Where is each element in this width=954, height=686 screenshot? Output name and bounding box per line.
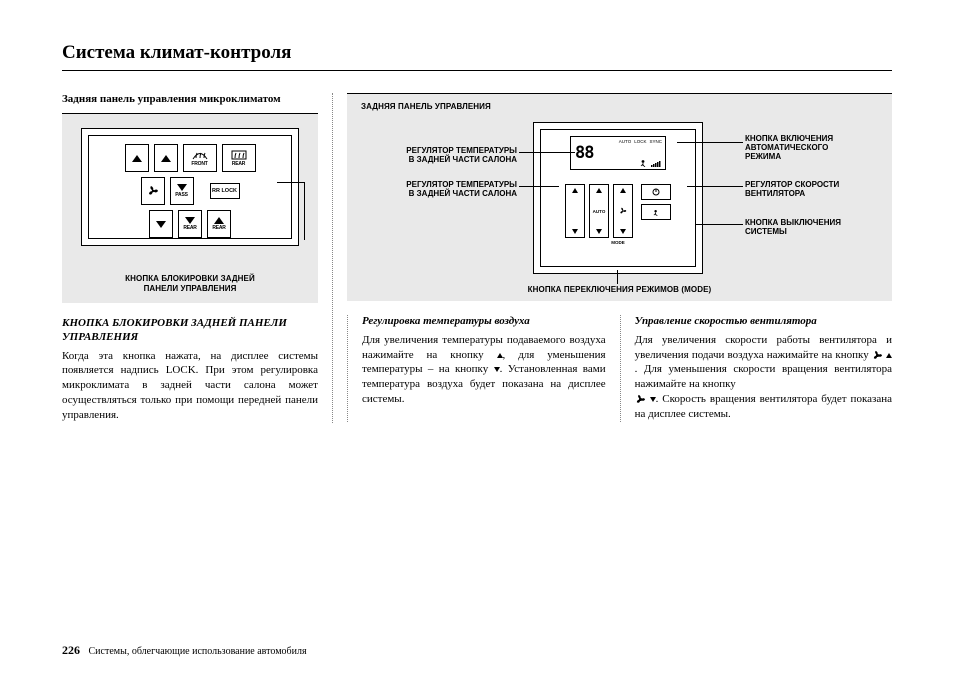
left-heading: Задняя панель управления микроклиматом [62,93,318,105]
btn-fan [141,177,165,205]
front-panel-device: FRONT REAR PASS [81,128,299,246]
rocker-fan [613,184,633,238]
callout-fan-speed: РЕГУЛЯТОР СКОРОСТИ ВЕНТИЛЯТОРА [745,180,875,198]
col-b-title: Регулировка температуры воздуха [362,315,606,329]
callout-off: КНОПКА ВЫКЛЮЧЕНИЯ СИСТЕМЫ [745,218,875,236]
fan-icon [635,394,646,405]
btn-off [641,184,671,200]
page-number: 226 [62,643,80,657]
fig-right-title: ЗАДНЯЯ ПАНЕЛЬ УПРАВЛЕНИЯ [361,102,491,112]
left-column: Задняя панель управления микроклиматом F… [62,93,332,423]
rocker-temp [565,184,585,238]
left-body: Когда эта кнопка нажата, на дисплее сис­… [62,349,318,423]
fig-left-caption: КНОПКА БЛОКИРОВКИ ЗАДНЕЙ ПАНЕЛИ УПРАВЛЕН… [70,274,310,293]
col-temp: Регулировка температуры воздуха Для увел… [347,315,620,422]
btn-down-rear: REAR [178,210,202,238]
right-area: ЗАДНЯЯ ПАНЕЛЬ УПРАВЛЕНИЯ 88 AUTO LOCK SY… [332,93,892,423]
btn-up-rear: REAR [207,210,231,238]
col-c-title: Управление скоростью вентилятора [635,315,892,329]
figure-left: FRONT REAR PASS [62,113,318,303]
figure-right: ЗАДНЯЯ ПАНЕЛЬ УПРАВЛЕНИЯ 88 AUTO LOCK SY… [347,93,892,301]
fan-icon [872,350,883,361]
page-title: Система климат-контроля [62,42,892,71]
fig-right-bottom-caption: КНОПКА ПЕРЕКЛЮЧЕНИЯ РЕЖИМОВ (MODE) [347,285,892,295]
btn-defrost-rear: REAR [222,144,256,172]
page-footer: 226 Системы, облегчающие использование а… [62,643,307,658]
btn-rr-lock: RR LOCK [210,183,240,199]
btn-defrost-front: FRONT [183,144,217,172]
lcd-display: 88 AUTO LOCK SYNC [570,136,666,170]
col-fan: Управление скоростью вентилятора Для уве… [620,315,892,422]
col-c-body: Для увеличения скорости работы вентилято… [635,333,892,422]
left-section-title: КНОПКА БЛОКИРОВКИ ЗАДНЕЙ ПАНЕЛИ УПРАВЛЕН… [62,317,318,345]
btn-down [149,210,173,238]
btn-down-pass: PASS [170,177,194,205]
rocker-auto: AUTO [589,184,609,238]
btn-mode [641,204,671,220]
btn-up [154,144,178,172]
btn-up [125,144,149,172]
col-b-body: Для увеличения температуры подаваемого в… [362,333,606,407]
callout-auto-on: КНОПКА ВКЛЮЧЕНИЯ АВТОМАТИЧЕСКОГО РЕЖИМА [745,134,875,162]
callout-temp-1: РЕГУЛЯТОР ТЕМПЕРАТУРЫ В ЗАДНЕЙ ЧАСТИ САЛ… [357,146,517,164]
footer-text: Системы, облегчающие использование автом… [89,646,307,657]
arrow-up-icon [886,353,892,358]
callout-temp-2: РЕГУЛЯТОР ТЕМПЕРАТУРЫ В ЗАДНЕЙ ЧАСТИ САЛ… [367,180,517,198]
rear-panel-device: 88 AUTO LOCK SYNC [533,122,703,274]
